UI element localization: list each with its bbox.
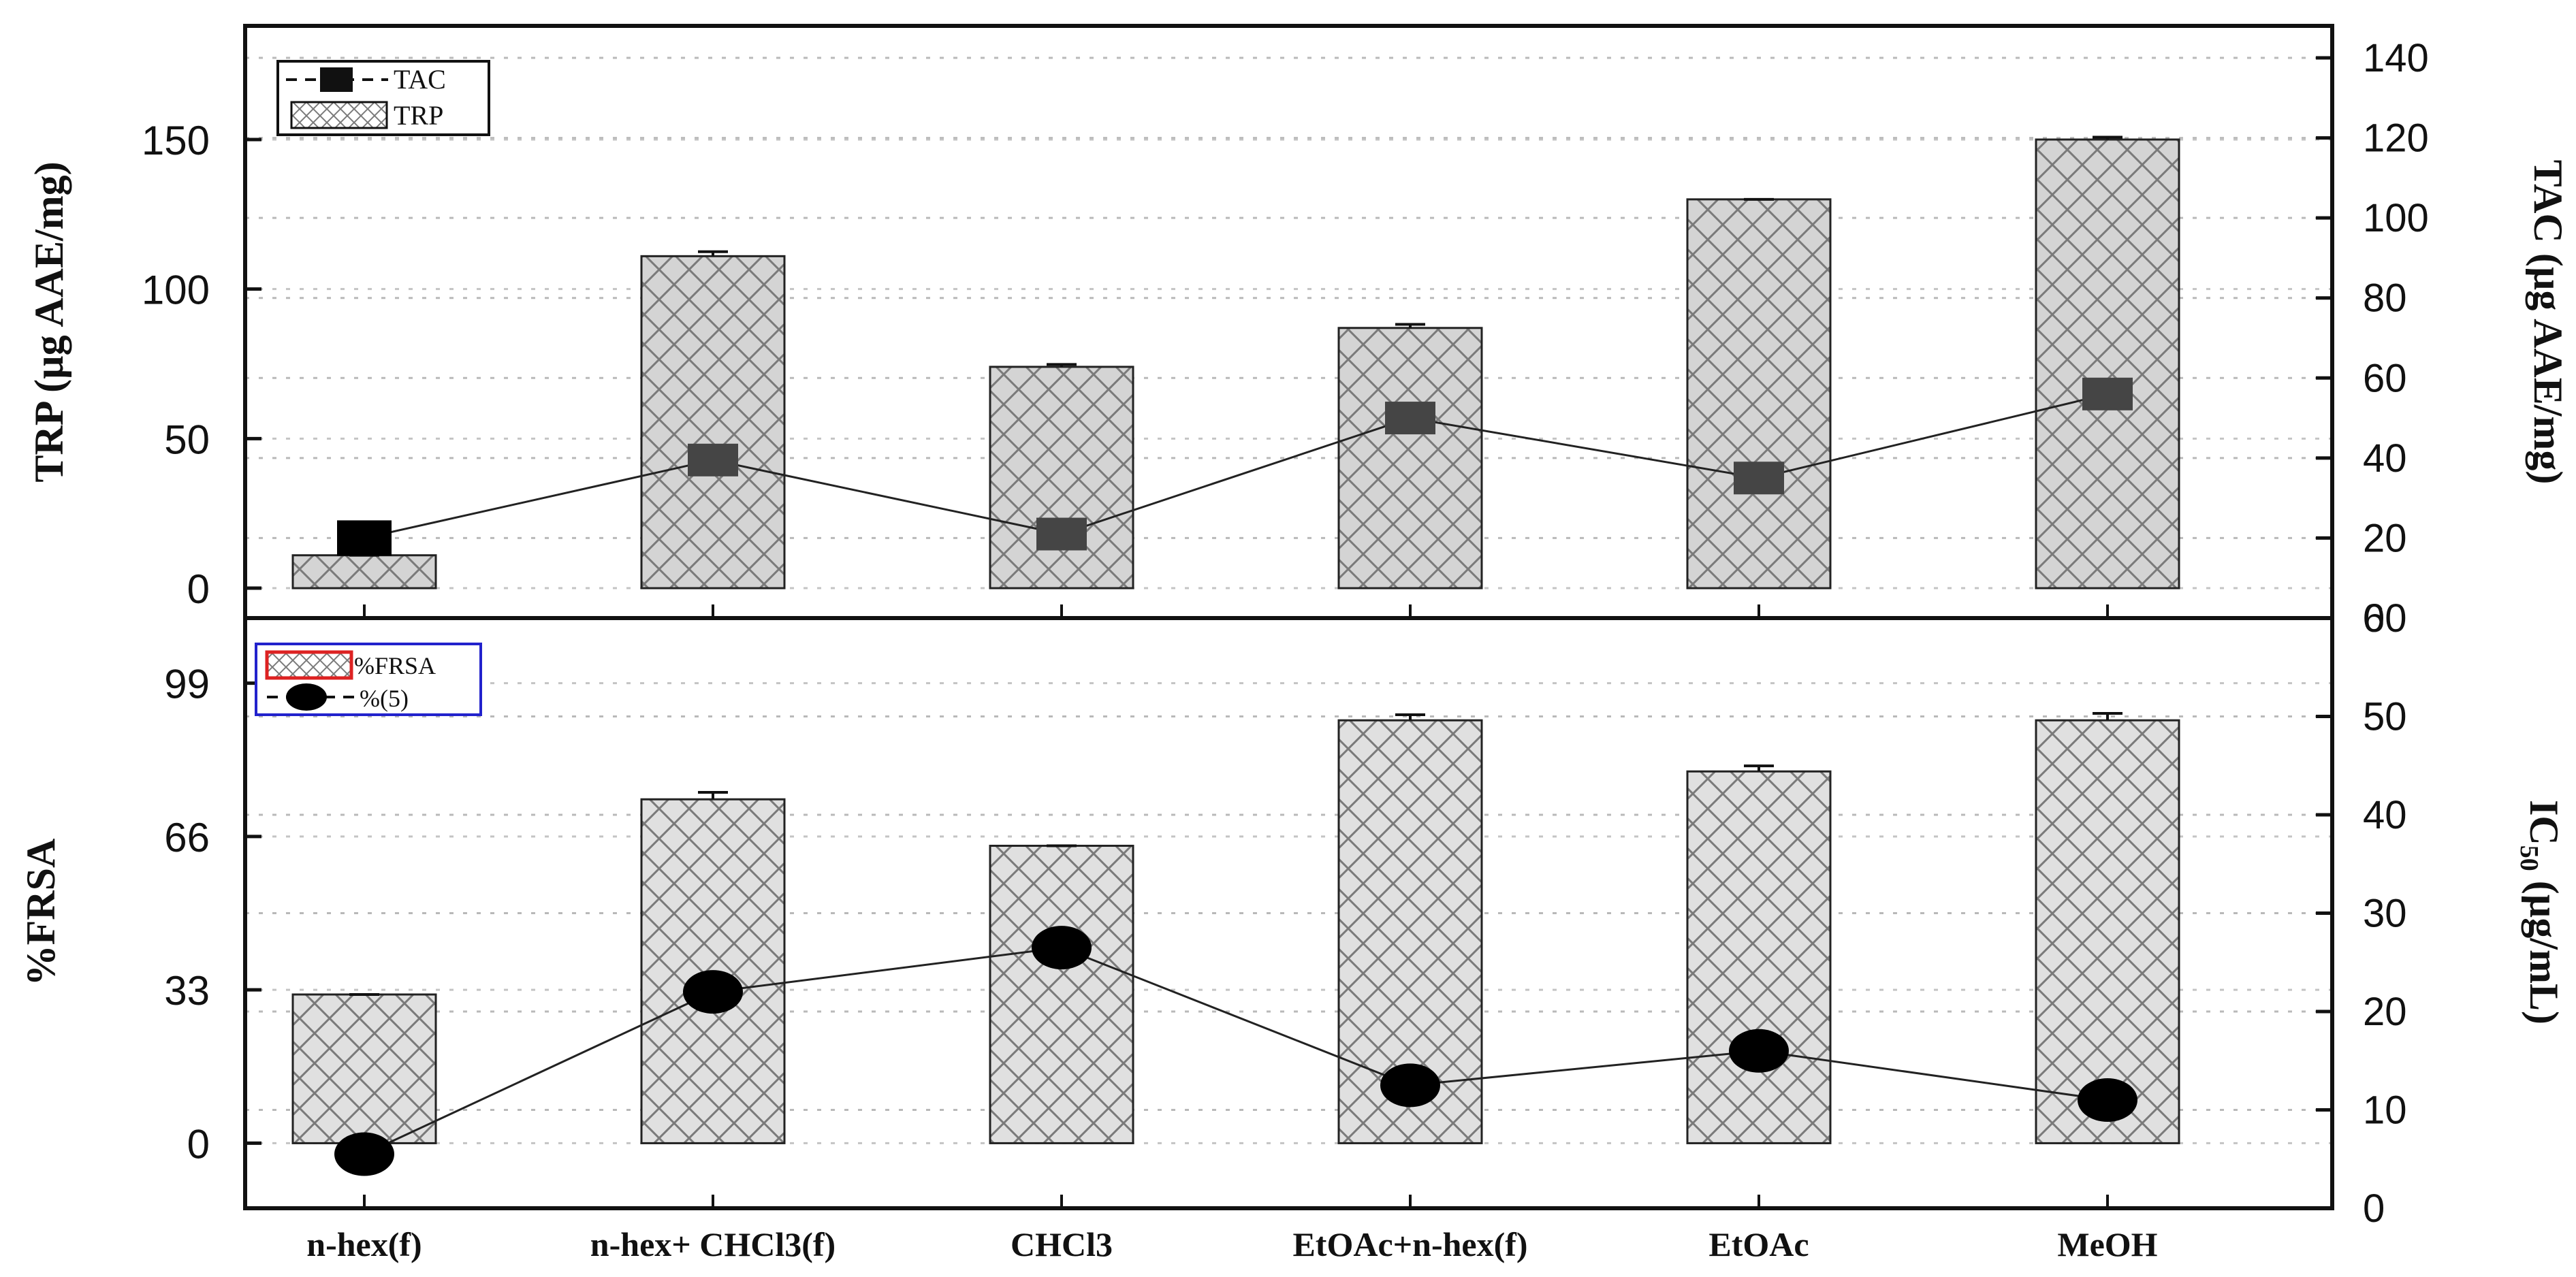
bar-hatch xyxy=(291,554,437,589)
right-tick-label: 50 xyxy=(2363,695,2407,739)
right-tick-label: 120 xyxy=(2363,116,2429,161)
bottom-ic50-line xyxy=(334,926,2137,1176)
top-legend-trp-label: TRP xyxy=(394,100,443,131)
category-label: CHCl3 xyxy=(1011,1225,1113,1263)
bar-hatch xyxy=(1686,770,1832,1144)
category-label: EtOAc+n-hex(f) xyxy=(1292,1225,1527,1263)
data-point xyxy=(1032,926,1092,970)
right-tick-label: 0 xyxy=(2363,596,2385,641)
bar-hatch xyxy=(1337,327,1483,589)
bottom-right-axis-title: IC50 (µg/mL) xyxy=(2515,800,2566,1024)
data-point xyxy=(2078,1078,2137,1122)
left-tick-label: 66 xyxy=(164,815,210,860)
left-tick-label: 50 xyxy=(164,417,210,462)
series-line xyxy=(364,946,2108,1155)
top-left-ticks: 0 50 100 150 xyxy=(142,118,261,612)
top-right-axis-title: TAC (µg AAE/mg) xyxy=(2526,160,2571,485)
data-point xyxy=(688,443,738,476)
bottom-bars xyxy=(291,711,2180,1144)
data-point xyxy=(1036,517,1087,551)
bar-hatch xyxy=(2035,719,2180,1144)
ic-sub: 50 xyxy=(2515,845,2543,871)
bottom-legend-frsa-label: %FRSA xyxy=(354,652,436,679)
bar-hatch xyxy=(291,993,437,1144)
data-point xyxy=(337,520,392,556)
right-tick-label: 20 xyxy=(2363,990,2407,1034)
left-tick-label: 0 xyxy=(187,1121,210,1167)
square-marker-icon xyxy=(320,67,353,92)
category-label: MeOH xyxy=(2057,1225,2157,1263)
right-tick-label: 40 xyxy=(2363,793,2407,837)
right-tick-label: 40 xyxy=(2363,436,2407,481)
svg-text:IC50(µg/mL): IC50 (µg/mL) xyxy=(2515,800,2566,1024)
data-point xyxy=(683,970,743,1014)
right-tick-label: 140 xyxy=(2363,36,2429,80)
bar-hatch xyxy=(1686,198,1832,589)
data-point xyxy=(1729,1029,1789,1073)
bottom-panel: 0 33 66 99 0 10 20 30 40 50 60 %FRSA %(5) %FRSA I… xyxy=(18,596,2566,1231)
series-line xyxy=(364,393,2108,539)
top-panel: 0 50 100 150 0 20 40 60 80 100 120 140 TAC TRP TRP… xyxy=(27,24,2571,641)
right-tick-label: 0 xyxy=(2363,1186,2385,1231)
top-gridlines xyxy=(245,56,2332,589)
bottom-gridlines xyxy=(245,682,2332,1144)
top-legend: TAC TRP xyxy=(276,60,490,136)
bottom-plot-frame xyxy=(243,616,2334,1210)
right-tick-label: 100 xyxy=(2363,196,2429,240)
bottom-left-ticks: 0 33 66 99 xyxy=(164,662,261,1167)
left-tick-label: 0 xyxy=(187,566,210,612)
left-tick-label: 100 xyxy=(142,268,210,313)
bottom-left-axis-title: %FRSA xyxy=(18,839,63,986)
bar-hatch xyxy=(989,366,1134,589)
left-tick-label: 33 xyxy=(164,968,210,1014)
category-label: n-hex+ CHCl3(f) xyxy=(590,1225,836,1263)
data-point xyxy=(2082,377,2133,410)
top-bars xyxy=(291,135,2180,589)
right-tick-label: 60 xyxy=(2363,356,2407,400)
circle-marker-icon xyxy=(286,683,327,711)
data-point xyxy=(1385,402,1435,435)
top-left-axis-title: TRP (µg AAE/mg) xyxy=(27,161,71,482)
bottom-legend-ic-label: %(5) xyxy=(360,685,409,712)
left-tick-label: 99 xyxy=(164,662,210,707)
right-tick-label: 20 xyxy=(2363,516,2407,560)
category-label: EtOAc xyxy=(1708,1225,1809,1263)
bar-hatch xyxy=(989,845,1134,1144)
right-tick-label: 10 xyxy=(2363,1088,2407,1133)
top-legend-tac-label: TAC xyxy=(394,64,446,95)
left-tick-label: 150 xyxy=(142,118,210,163)
right-tick-label: 30 xyxy=(2363,892,2407,936)
top-tac-line xyxy=(337,377,2133,556)
category-label: n-hex(f) xyxy=(306,1225,422,1263)
data-point xyxy=(1734,462,1784,495)
category-labels: n-hex(f) n-hex+ CHCl3(f) CHCl3 EtOAc+n-hex(… xyxy=(306,1225,2157,1263)
top-right-ticks: 0 20 40 60 80 100 120 140 xyxy=(363,36,2429,641)
top-plot-frame xyxy=(243,24,2334,620)
ic-unit: (µg/mL) xyxy=(2522,881,2566,1024)
bottom-right-ticks: 0 10 20 30 40 50 60 xyxy=(363,596,2407,1231)
right-tick-label: 80 xyxy=(2363,276,2407,321)
data-point xyxy=(334,1132,394,1176)
ic-main: IC xyxy=(2522,800,2566,845)
bar-hatch xyxy=(640,255,786,589)
bottom-legend-bar-swatch xyxy=(265,650,353,680)
bar-hatch xyxy=(2035,138,2180,589)
right-tick-label: 60 xyxy=(2363,596,2407,641)
data-point xyxy=(1380,1063,1440,1108)
bottom-legend: %FRSA %(5) xyxy=(255,643,482,716)
top-legend-bar-swatch xyxy=(290,101,388,129)
